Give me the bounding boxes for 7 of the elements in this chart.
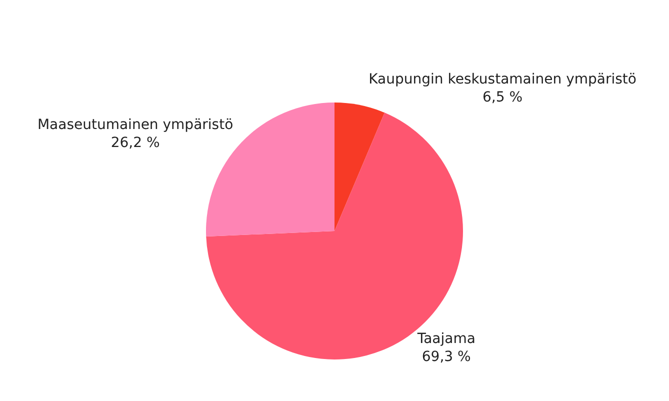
- slice-label: Kaupungin keskustamainen ympäristö: [368, 72, 636, 88]
- data-label: 6,5 %: [482, 90, 523, 106]
- pie-slice: [334, 102, 385, 231]
- data-label: 26,2 %: [110, 135, 160, 152]
- data-label: 69,3 %: [422, 349, 471, 366]
- slice-label: Maaseutumainen ympäristö: [37, 116, 234, 133]
- slice-label: Taajama: [416, 331, 476, 348]
